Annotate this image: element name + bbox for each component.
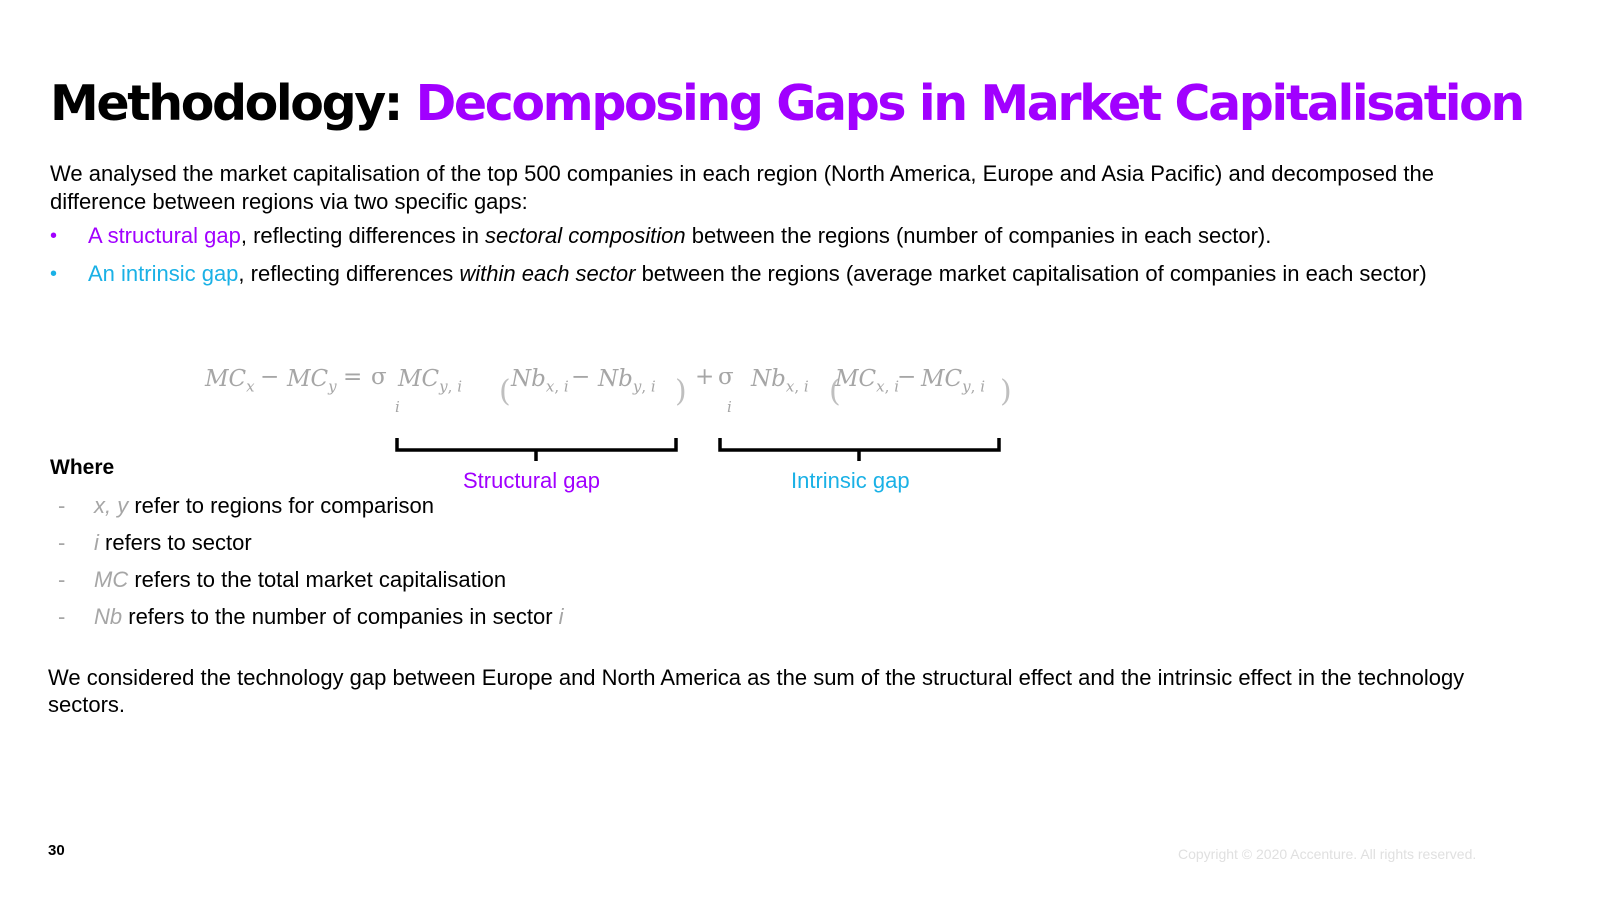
definition-symbol: MC: [94, 567, 129, 592]
structural-gap-brace: [395, 438, 678, 461]
definition-text: refers to the total market capitalisatio…: [128, 567, 507, 592]
formula-mcy-term: MCy, i: [921, 366, 986, 396]
slide-title: Methodology: Decomposing Gaps in Market …: [50, 74, 1526, 134]
formula-mcx-term: MCx, i: [835, 366, 899, 396]
bullet-emphasis: within each sector: [459, 261, 636, 286]
formula-nbx-term: Nbx, i: [751, 366, 809, 396]
formula-lhs-y: MCy: [287, 366, 337, 396]
formula-sigma-icon: σ: [718, 364, 734, 390]
title-accent: Decomposing Gaps in Market Capitalisatio…: [415, 75, 1526, 132]
formula-close-paren: ): [1000, 374, 1012, 409]
definition-text: refer to regions for comparison: [128, 493, 434, 518]
formula-plus: +: [695, 364, 715, 390]
formula-nby-term: Nby, i: [598, 366, 656, 396]
bullet-term: A structural gap: [88, 223, 241, 248]
formula-sum-index: i: [395, 398, 400, 416]
intrinsic-gap-brace: [718, 438, 1001, 461]
intro-paragraph: We analysed the market capitalisation of…: [50, 161, 1434, 214]
bullet-term: An intrinsic gap: [88, 261, 239, 286]
bullet-emphasis: sectoral composition: [485, 223, 686, 248]
formula-minus: −: [897, 364, 917, 390]
formula-lhs: MCx: [205, 366, 255, 396]
definition-item: - i refers to sector: [50, 529, 564, 557]
dash-icon: -: [58, 604, 66, 629]
formula-minus: −: [571, 364, 591, 390]
formula-close-paren: ): [675, 374, 687, 409]
bullet-text: between the regions (number of companies…: [685, 223, 1272, 248]
page-number: 30: [48, 842, 65, 859]
definition-text: refers to sector: [98, 530, 252, 555]
definition-item: - x, y refer to regions for comparison: [50, 492, 564, 520]
structural-gap-label: Structural gap: [463, 468, 600, 493]
formula-open-paren: (: [829, 374, 841, 409]
closing-paragraph: We considered the technology gap between…: [48, 665, 1465, 717]
formula-sum-index: i: [727, 398, 732, 416]
definition-symbol: Nb: [94, 604, 123, 629]
bullet-text: , reflecting differences: [238, 261, 460, 286]
bullet-text: between the regions (average market capi…: [635, 261, 1427, 286]
bullet-intrinsic-gap: • An intrinsic gap, reflecting differenc…: [50, 260, 1510, 288]
copyright-notice: Copyright © 2020 Accenture. All rights r…: [1178, 846, 1477, 862]
formula-equals: =: [343, 364, 363, 390]
bullet-text: , reflecting differences in: [240, 223, 486, 248]
title-prefix: Methodology:: [50, 75, 416, 132]
dash-icon: -: [58, 567, 66, 592]
bullet-structural-gap: • A structural gap, reflecting differenc…: [50, 222, 1510, 250]
definitions-list: - x, y refer to regions for comparison - i…: [50, 492, 564, 640]
definition-symbol: x, y: [94, 493, 129, 518]
formula-minus: −: [260, 364, 280, 390]
definition-symbol: i: [94, 530, 99, 555]
dash-icon: -: [58, 530, 66, 555]
definition-text: refers to the number of companies in sec…: [122, 604, 559, 629]
intrinsic-gap-label: Intrinsic gap: [791, 468, 910, 493]
decomposition-formula: MCx − MCy = σ i MCy, i ( Nbx, i − Nby, i…: [205, 360, 1045, 430]
bullet-dot-icon: •: [50, 225, 58, 247]
bullet-dot-icon: •: [50, 263, 58, 285]
gap-bullet-list: • A structural gap, reflecting differenc…: [50, 222, 1510, 298]
definition-item: - Nb refers to the number of companies in…: [50, 603, 564, 631]
formula-open-paren: (: [499, 374, 511, 409]
formula-mcy-term: MCy, i: [398, 366, 463, 396]
definition-trailing-symbol: i: [558, 604, 564, 629]
definition-item: - MC refers to the total market capitalis…: [50, 566, 564, 594]
formula-sigma-icon: σ: [371, 364, 387, 390]
formula-nbx-term: Nbx, i: [511, 366, 569, 396]
where-heading: Where: [50, 456, 115, 479]
dash-icon: -: [58, 493, 66, 518]
